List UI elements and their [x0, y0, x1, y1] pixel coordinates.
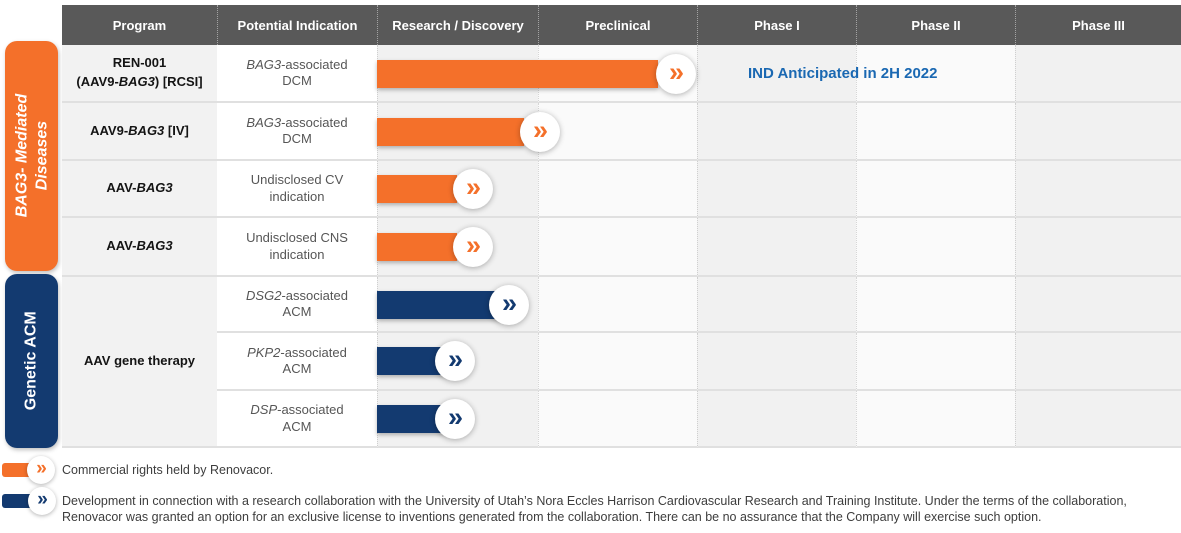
stage-cell — [697, 161, 856, 218]
progress-bar — [377, 291, 502, 319]
stage-cell — [538, 103, 697, 161]
stage-cell — [856, 391, 1015, 448]
chevron-marker: » — [453, 169, 493, 209]
column-header-phase-2: Phase II — [856, 5, 1015, 45]
group-tab-genetic-acm: Genetic ACM — [5, 274, 58, 448]
group-tab-label-line1: BAG3- Mediated — [12, 94, 30, 218]
double-chevron-icon: » — [465, 229, 481, 260]
program-name: REN-001 — [112, 55, 167, 71]
chevron-marker: » — [489, 285, 529, 325]
stage-cell — [1015, 391, 1181, 448]
indication-cell: BAG3-associated DCM — [217, 103, 377, 161]
progress-bar — [377, 233, 457, 261]
chevron-marker: » — [453, 227, 493, 267]
indication-cell: PKP2-associated ACM — [217, 333, 377, 391]
stage-cell — [538, 161, 697, 218]
stage-cell — [856, 45, 1015, 103]
legend-text-line2: Renovacor was granted an option for an e… — [62, 510, 1042, 524]
indication-cell: DSG2-associated ACM — [217, 277, 377, 333]
column-header-program: Program — [62, 5, 217, 45]
column-header-research-discovery: Research / Discovery — [377, 5, 538, 45]
program-cell: AAV9-BAG3 [IV] — [62, 103, 217, 161]
group-tab-label-line2: Diseases — [32, 121, 50, 191]
double-chevron-icon: » — [501, 287, 517, 318]
indication-cell: Undisclosed CV indication — [217, 161, 377, 218]
legend-text-collaboration: Development in connection with a researc… — [62, 493, 1177, 525]
progress-bar — [377, 60, 658, 88]
program-name: AAV9-BAG3 [IV] — [90, 122, 189, 138]
stage-cell — [538, 218, 697, 277]
double-chevron-icon: » — [532, 114, 548, 145]
progress-bar — [377, 175, 457, 203]
double-chevron-icon: » — [465, 171, 481, 202]
column-header-phase-3: Phase III — [1015, 5, 1181, 45]
stage-cell — [697, 277, 856, 333]
stage-cell — [1015, 161, 1181, 218]
chevron-marker: » — [656, 54, 696, 94]
group-tab-label: BAG3- Mediated Diseases — [12, 94, 51, 218]
stage-cell — [856, 333, 1015, 391]
double-chevron-icon: » — [36, 457, 47, 479]
group-tab-label: Genetic ACM — [22, 312, 42, 411]
indication-cell: DSP-associated ACM — [217, 391, 377, 448]
legend-chevron-marker: » — [28, 487, 56, 515]
stage-cell — [538, 333, 697, 391]
chevron-marker: » — [435, 399, 475, 439]
program-cell: REN-001 (AAV9-BAG3) [RCSI] — [62, 45, 217, 103]
stage-cell — [1015, 277, 1181, 333]
stage-cell — [1015, 333, 1181, 391]
stage-cell — [856, 277, 1015, 333]
program-name-line2: (AAV9-BAG3) [RCSI] — [76, 74, 203, 89]
chevron-marker: » — [435, 341, 475, 381]
legend-swatch-orange — [2, 463, 33, 477]
program-name: AAV-BAG3 — [106, 238, 173, 254]
stage-cell — [856, 103, 1015, 161]
stage-cell — [697, 218, 856, 277]
indication-cell: Undisclosed CNS indication — [217, 218, 377, 277]
group-tab-label-line1: Genetic ACM — [22, 311, 40, 411]
program-cell: AAV-BAG3 — [62, 161, 217, 218]
stage-cell — [697, 45, 856, 103]
stage-cell — [697, 391, 856, 448]
stage-cell — [697, 103, 856, 161]
program-cell-aav-gene-therapy: AAV gene therapy — [62, 277, 217, 448]
double-chevron-icon: » — [447, 343, 463, 374]
stage-cell — [1015, 103, 1181, 161]
stage-cell — [1015, 45, 1181, 103]
stage-cell — [1015, 218, 1181, 277]
stage-cell — [538, 277, 697, 333]
legend-swatch-navy — [2, 494, 33, 508]
legend-text-line1: Development in connection with a researc… — [62, 494, 1127, 508]
column-header-potential-indication: Potential Indication — [217, 5, 377, 45]
program-name: AAV-BAG3 — [106, 180, 173, 196]
pipeline-table: Program Potential Indication Research / … — [62, 5, 1181, 448]
ind-annotation: IND Anticipated in 2H 2022 — [748, 65, 938, 82]
stage-cell — [856, 161, 1015, 218]
double-chevron-icon: » — [447, 401, 463, 432]
indication-cell: BAG3-associated DCM — [217, 45, 377, 103]
legend-chevron-marker: » — [27, 456, 55, 484]
stage-cell — [538, 391, 697, 448]
double-chevron-icon: » — [668, 56, 684, 87]
stage-cell — [697, 333, 856, 391]
column-header-phase-1: Phase I — [697, 5, 856, 45]
column-header-preclinical: Preclinical — [538, 5, 697, 45]
chevron-marker: » — [520, 112, 560, 152]
stage-cell — [856, 218, 1015, 277]
group-tab-bag3-mediated-diseases: BAG3- Mediated Diseases — [5, 41, 58, 271]
progress-bar — [377, 118, 524, 146]
legend-text-commercial-rights: Commercial rights held by Renovacor. — [62, 463, 274, 477]
double-chevron-icon: » — [37, 488, 48, 510]
program-cell: AAV-BAG3 — [62, 218, 217, 277]
